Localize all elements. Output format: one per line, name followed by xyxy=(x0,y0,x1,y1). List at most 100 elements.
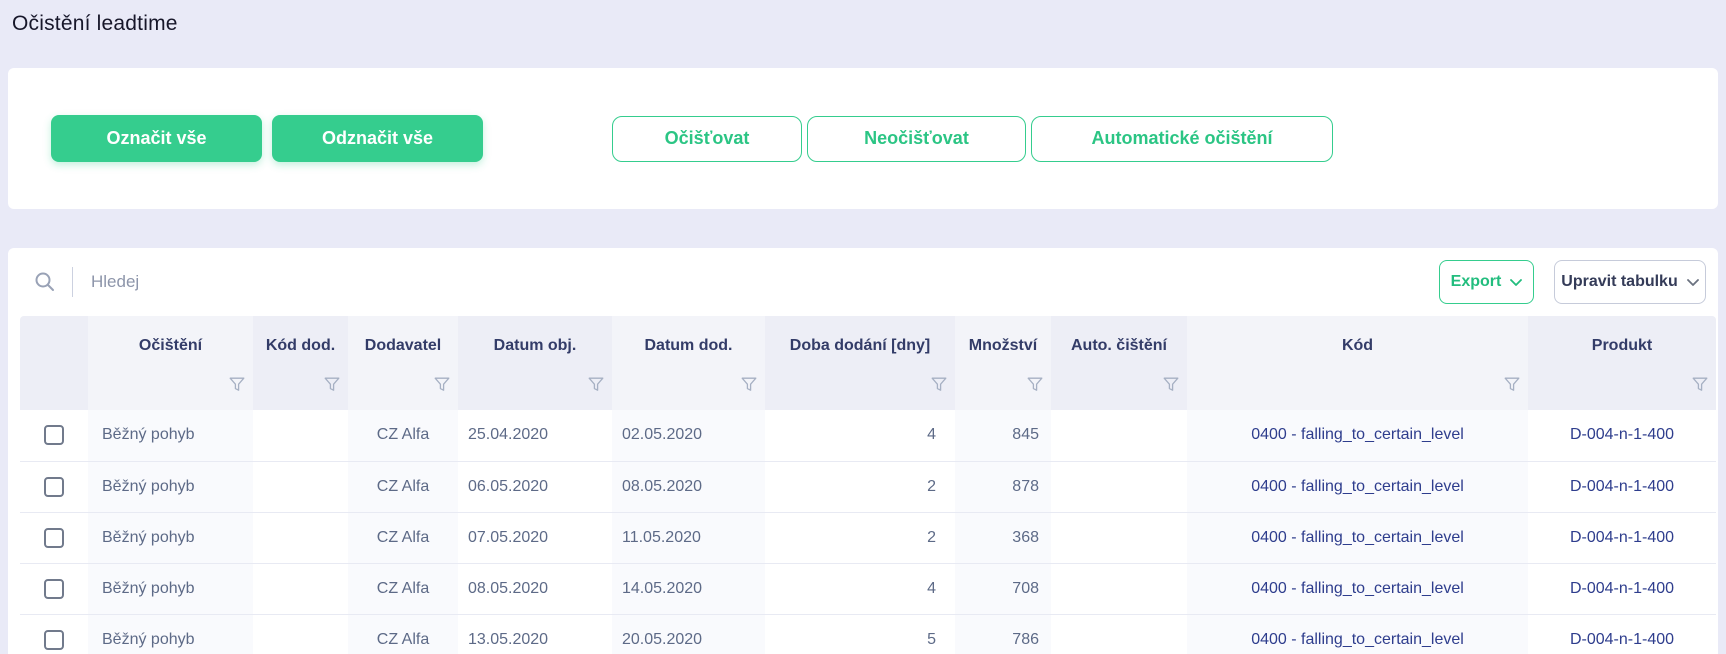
cell-ocisteni: Běžný pohyb xyxy=(88,461,253,513)
cell-kod-dod xyxy=(253,563,348,615)
table-controls: Export Upravit tabulku xyxy=(20,248,1706,316)
filter-funnel-icon[interactable] xyxy=(741,377,757,392)
header-filter-row xyxy=(20,375,1716,410)
cell-datum-dod: 08.05.2020 xyxy=(612,461,765,513)
filter-funnel-icon[interactable] xyxy=(434,377,450,392)
cell-datum-obj: 08.05.2020 xyxy=(458,563,612,615)
cell-mnozstvi: 708 xyxy=(955,563,1051,615)
row-checkbox[interactable] xyxy=(44,527,64,548)
action-toolbar: Označit vše Odznačit vše Očišťovat Neoči… xyxy=(8,68,1718,209)
chevron-down-icon xyxy=(1686,279,1699,287)
cell-datum-dod: 14.05.2020 xyxy=(612,563,765,615)
table-row: Běžný pohyb CZ Alfa 13.05.2020 20.05.2020 5 7… xyxy=(20,614,1716,654)
filter-cell-5 xyxy=(612,375,765,410)
filter-funnel-icon[interactable] xyxy=(931,377,947,392)
filter-funnel-icon[interactable] xyxy=(324,377,340,392)
filter-funnel-icon[interactable] xyxy=(1163,377,1179,392)
table-row: Běžný pohyb CZ Alfa 25.04.2020 02.05.2020 4 8… xyxy=(20,410,1716,462)
column-header-5[interactable]: Datum dod. xyxy=(612,316,765,375)
cell-produkt: D-004-n-1-400 xyxy=(1528,563,1716,615)
filter-funnel-icon[interactable] xyxy=(229,377,245,392)
filter-cell-1 xyxy=(88,375,253,410)
filter-funnel-icon[interactable] xyxy=(1504,377,1520,392)
select-all-button[interactable]: Označit vše xyxy=(51,115,262,162)
cell-kod: 0400 - falling_to_certain_level xyxy=(1187,512,1528,564)
row-checkbox[interactable] xyxy=(44,629,64,650)
auto-clean-button[interactable]: Automatické očištění xyxy=(1031,115,1333,162)
column-header-2[interactable]: Kód dod. xyxy=(253,316,348,375)
cell-doba-dodani: 2 xyxy=(765,512,955,564)
search-divider xyxy=(72,267,73,297)
cell-auto-cisteni xyxy=(1051,614,1187,654)
filter-cell-6 xyxy=(765,375,955,410)
column-header-7[interactable]: Množství xyxy=(955,316,1051,375)
search-input[interactable] xyxy=(91,272,1439,292)
cell-dodavatel: CZ Alfa xyxy=(348,614,458,654)
cell-doba-dodani: 2 xyxy=(765,461,955,513)
column-header-10[interactable]: Produkt xyxy=(1528,316,1716,375)
column-header-6[interactable]: Doba dodání [dny] xyxy=(765,316,955,375)
cell-mnozstvi: 878 xyxy=(955,461,1051,513)
filter-funnel-icon[interactable] xyxy=(588,377,604,392)
data-table: Očištění Kód dod. Dodavatel Datum obj. Datum… xyxy=(20,316,1716,654)
cell-auto-cisteni xyxy=(1051,410,1187,462)
cell-auto-cisteni xyxy=(1051,512,1187,564)
column-header-3[interactable]: Dodavatel xyxy=(348,316,458,375)
cell-datum-obj: 06.05.2020 xyxy=(458,461,612,513)
filter-funnel-icon[interactable] xyxy=(1692,377,1708,392)
cell-produkt: D-004-n-1-400 xyxy=(1528,512,1716,564)
table-row: Běžný pohyb CZ Alfa 06.05.2020 08.05.2020 2 8… xyxy=(20,461,1716,513)
clean-button[interactable]: Očišťovat xyxy=(612,115,802,162)
row-select-cell xyxy=(20,563,88,615)
search-icon[interactable] xyxy=(34,271,56,293)
row-checkbox[interactable] xyxy=(44,425,64,446)
filter-cell-3 xyxy=(348,375,458,410)
filter-cell-9 xyxy=(1187,375,1528,410)
table-row: Běžný pohyb CZ Alfa 07.05.2020 11.05.2020 2 3… xyxy=(20,512,1716,564)
deselect-all-button[interactable]: Odznačit vše xyxy=(272,115,483,162)
cell-produkt: D-004-n-1-400 xyxy=(1528,461,1716,513)
cell-doba-dodani: 4 xyxy=(765,563,955,615)
row-checkbox[interactable] xyxy=(44,578,64,599)
cell-doba-dodani: 5 xyxy=(765,614,955,654)
column-header-9[interactable]: Kód xyxy=(1187,316,1528,375)
cell-dodavatel: CZ Alfa xyxy=(348,410,458,462)
row-checkbox[interactable] xyxy=(44,476,64,497)
cell-kod: 0400 - falling_to_certain_level xyxy=(1187,461,1528,513)
edit-table-button[interactable]: Upravit tabulku xyxy=(1554,260,1706,304)
export-button-label: Export xyxy=(1450,273,1502,290)
cell-dodavatel: CZ Alfa xyxy=(348,563,458,615)
cell-mnozstvi: 845 xyxy=(955,410,1051,462)
cell-dodavatel: CZ Alfa xyxy=(348,461,458,513)
selection-buttons: Označit vše Odznačit vše xyxy=(51,115,483,162)
row-select-cell xyxy=(20,410,88,462)
column-header-4[interactable]: Datum obj. xyxy=(458,316,612,375)
cell-ocisteni: Běžný pohyb xyxy=(88,563,253,615)
cell-ocisteni: Běžný pohyb xyxy=(88,512,253,564)
column-header-1[interactable]: Očištění xyxy=(88,316,253,375)
cell-produkt: D-004-n-1-400 xyxy=(1528,410,1716,462)
cell-datum-dod: 02.05.2020 xyxy=(612,410,765,462)
table-row: Běžný pohyb CZ Alfa 08.05.2020 14.05.2020 4 7… xyxy=(20,563,1716,615)
export-button[interactable]: Export xyxy=(1439,260,1534,304)
cell-ocisteni: Běžný pohyb xyxy=(88,614,253,654)
table-body: Běžný pohyb CZ Alfa 25.04.2020 02.05.2020 4 8… xyxy=(20,410,1716,654)
column-header-8[interactable]: Auto. čištění xyxy=(1051,316,1187,375)
page-title: Očistění leadtime xyxy=(12,12,178,35)
cell-produkt: D-004-n-1-400 xyxy=(1528,614,1716,654)
edit-table-button-label: Upravit tabulku xyxy=(1561,273,1678,290)
cell-mnozstvi: 368 xyxy=(955,512,1051,564)
cell-mnozstvi: 786 xyxy=(955,614,1051,654)
cell-datum-dod: 11.05.2020 xyxy=(612,512,765,564)
chevron-down-icon xyxy=(1510,279,1523,287)
cell-dodavatel: CZ Alfa xyxy=(348,512,458,564)
cell-kod-dod xyxy=(253,461,348,513)
cell-datum-obj: 13.05.2020 xyxy=(458,614,612,654)
cell-auto-cisteni xyxy=(1051,461,1187,513)
filter-cell-8 xyxy=(1051,375,1187,410)
cell-kod-dod xyxy=(253,512,348,564)
filter-funnel-icon[interactable] xyxy=(1027,377,1043,392)
dont-clean-button[interactable]: Neočišťovat xyxy=(807,115,1026,162)
row-select-cell xyxy=(20,512,88,564)
filter-cell-empty xyxy=(20,375,88,410)
